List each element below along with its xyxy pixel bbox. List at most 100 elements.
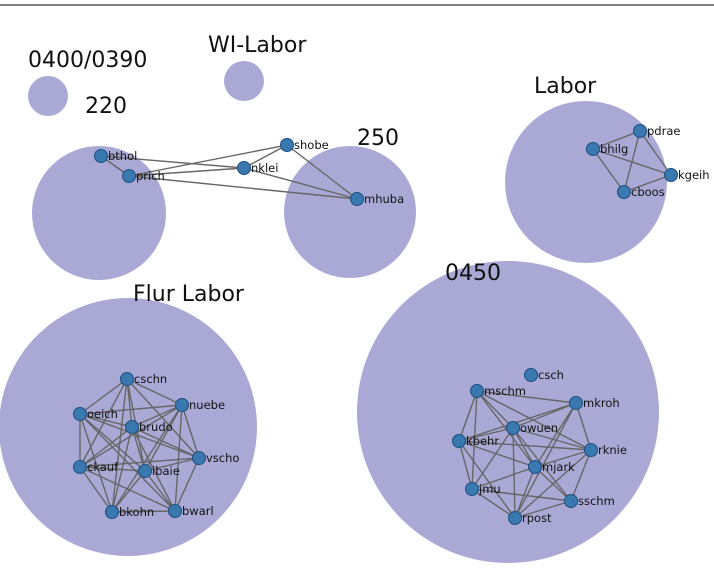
edge-owuen-jmu bbox=[471, 427, 514, 490]
node-label: bwarl bbox=[182, 504, 214, 518]
node-ibaie[interactable]: ibaie bbox=[138, 464, 180, 478]
node-dot[interactable] bbox=[586, 142, 600, 156]
node-cboos[interactable]: cboos bbox=[617, 185, 665, 199]
node-mkroh[interactable]: mkroh bbox=[569, 396, 620, 410]
node-dot[interactable] bbox=[280, 138, 294, 152]
edge-kbehr-jmu bbox=[458, 440, 473, 490]
node-prich[interactable]: prich bbox=[122, 169, 165, 183]
node-dot[interactable] bbox=[120, 372, 134, 386]
node-dot[interactable] bbox=[564, 494, 578, 508]
node-dot[interactable] bbox=[237, 161, 251, 175]
edge-sschm-rpost bbox=[514, 500, 572, 519]
group-label-g0400: 0400/0390 bbox=[28, 48, 147, 73]
node-label: csch bbox=[538, 368, 564, 382]
node-bthol[interactable]: bthol bbox=[94, 149, 138, 163]
node-csch[interactable]: csch bbox=[524, 368, 564, 382]
node-bwarl[interactable]: bwarl bbox=[168, 504, 214, 518]
edge-ckauf-ibaie bbox=[79, 466, 146, 472]
node-rknie[interactable]: rknie bbox=[584, 443, 627, 457]
node-label: bkohn bbox=[119, 505, 154, 519]
edge-nuebe-vscho bbox=[181, 404, 200, 459]
edge-nuebe-bwarl bbox=[174, 404, 183, 512]
node-bhilg[interactable]: bhilg bbox=[586, 142, 629, 156]
node-dot[interactable] bbox=[508, 511, 522, 525]
node-dot[interactable] bbox=[350, 192, 364, 206]
node-rpost[interactable]: rpost bbox=[508, 511, 553, 525]
node-dot[interactable] bbox=[138, 464, 152, 478]
node-dot[interactable] bbox=[125, 420, 139, 434]
node-label: cboos bbox=[631, 185, 665, 199]
edge-brudo-ibaie bbox=[131, 426, 146, 472]
node-vscho[interactable]: vscho bbox=[192, 451, 240, 465]
edge-prich-shobe bbox=[128, 144, 288, 177]
node-label: nklei bbox=[251, 161, 278, 175]
node-dot[interactable] bbox=[73, 407, 87, 421]
node-mjark[interactable]: mjark bbox=[528, 460, 576, 474]
node-mhuba[interactable]: mhuba bbox=[350, 192, 405, 206]
edge-nuebe-brudo bbox=[131, 404, 183, 428]
node-dot[interactable] bbox=[633, 124, 647, 138]
node-dot[interactable] bbox=[105, 505, 119, 519]
edge-prich-nklei bbox=[128, 167, 245, 177]
edge-nuebe-oeich bbox=[79, 404, 183, 415]
node-dot[interactable] bbox=[524, 368, 538, 382]
node-owuen[interactable]: owuen bbox=[506, 421, 559, 435]
node-ckauf[interactable]: ckauf bbox=[73, 460, 120, 474]
node-dot[interactable] bbox=[122, 169, 136, 183]
node-pdrae[interactable]: pdrae bbox=[633, 124, 681, 138]
node-dot[interactable] bbox=[506, 421, 520, 435]
node-label: mschm bbox=[484, 384, 526, 398]
node-dot[interactable] bbox=[584, 443, 598, 457]
node-dot[interactable] bbox=[465, 482, 479, 496]
group-circle-gwi[interactable] bbox=[224, 61, 264, 101]
node-label: kbehr bbox=[466, 434, 499, 448]
node-dot[interactable] bbox=[528, 460, 542, 474]
node-dot[interactable] bbox=[664, 168, 678, 182]
node-dot[interactable] bbox=[452, 434, 466, 448]
node-dot[interactable] bbox=[73, 460, 87, 474]
edge-vscho-ibaie bbox=[144, 457, 200, 472]
node-dot[interactable] bbox=[168, 504, 182, 518]
node-kbehr[interactable]: kbehr bbox=[452, 434, 500, 448]
edge-kbehr-rknie bbox=[458, 440, 592, 451]
node-dot[interactable] bbox=[470, 384, 484, 398]
node-dot[interactable] bbox=[94, 149, 108, 163]
edge-pdrae-kgeih bbox=[639, 130, 672, 176]
edge-mjark-sschm bbox=[534, 466, 572, 502]
edge-cschn-vscho bbox=[126, 378, 200, 459]
group-circle-glabor[interactable] bbox=[505, 101, 667, 263]
node-bkohn[interactable]: bkohn bbox=[105, 505, 155, 519]
node-cschn[interactable]: cschn bbox=[120, 372, 168, 386]
node-dot[interactable] bbox=[192, 451, 206, 465]
group-label-gflur: Flur Labor bbox=[133, 282, 245, 307]
group-labels: 0400/0390 WI-Labor 220 250 Labor Flur Labor 04… bbox=[28, 33, 597, 307]
node-label: mhuba bbox=[364, 192, 404, 206]
node-oeich[interactable]: oeich bbox=[73, 407, 118, 421]
node-dot[interactable] bbox=[175, 398, 189, 412]
group-circle-g0450[interactable] bbox=[357, 261, 659, 563]
node-label: sschm bbox=[578, 494, 615, 508]
node-jmu[interactable]: jmu bbox=[465, 482, 501, 496]
node-mschm[interactable]: mschm bbox=[470, 384, 527, 398]
node-nklei[interactable]: nklei bbox=[237, 161, 279, 175]
edge-ibaie-bwarl bbox=[144, 470, 176, 512]
node-brudo[interactable]: brudo bbox=[125, 420, 173, 434]
group-circle-g0400[interactable] bbox=[28, 76, 68, 116]
node-dot[interactable] bbox=[569, 396, 583, 410]
node-shobe[interactable]: shobe bbox=[280, 138, 329, 152]
edge-nklei-mhuba bbox=[243, 167, 358, 200]
edge-vscho-bwarl bbox=[174, 457, 200, 512]
node-label: jmu bbox=[478, 482, 501, 496]
group-label-g250: 250 bbox=[357, 126, 399, 151]
node-dot[interactable] bbox=[617, 185, 631, 199]
node-nuebe[interactable]: nuebe bbox=[175, 398, 226, 412]
group-circle-g250[interactable] bbox=[284, 146, 416, 278]
edge-cschn-bkohn bbox=[111, 378, 128, 513]
node-label: prich bbox=[136, 169, 165, 183]
group-circle-g220[interactable] bbox=[32, 146, 166, 280]
edge-nuebe-bkohn bbox=[111, 404, 183, 513]
node-kgeih[interactable]: kgeih bbox=[664, 168, 710, 182]
node-label: shobe bbox=[294, 138, 329, 152]
node-sschm[interactable]: sschm bbox=[564, 494, 615, 508]
